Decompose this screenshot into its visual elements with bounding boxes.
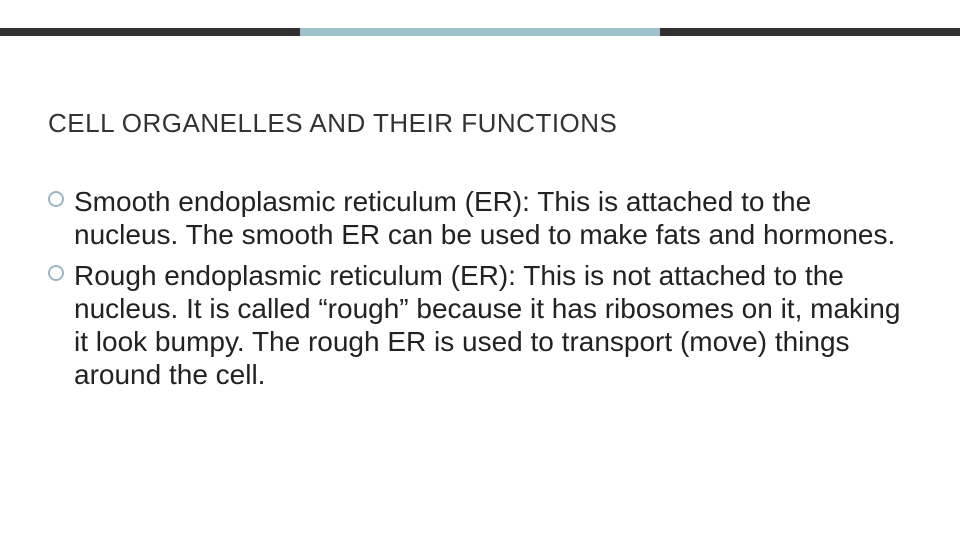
circle-bullet-icon	[48, 265, 64, 281]
bullet-text: Smooth endoplasmic reticulum (ER): This …	[74, 186, 895, 250]
bullet-text: Rough endoplasmic reticulum (ER): This i…	[74, 260, 900, 390]
slide-title: CELL ORGANELLES AND THEIR FUNCTIONS	[48, 108, 617, 139]
slide: CELL ORGANELLES AND THEIR FUNCTIONS Smoo…	[0, 0, 960, 540]
slide-body: Smooth endoplasmic reticulum (ER): This …	[48, 185, 918, 399]
rule-segment-2	[300, 28, 660, 36]
bullet-item: Smooth endoplasmic reticulum (ER): This …	[48, 185, 918, 251]
rule-segment-3	[660, 28, 960, 36]
bullet-item: Rough endoplasmic reticulum (ER): This i…	[48, 259, 918, 391]
rule-segment-1	[0, 28, 300, 36]
top-rule	[0, 28, 960, 36]
circle-bullet-icon	[48, 191, 64, 207]
